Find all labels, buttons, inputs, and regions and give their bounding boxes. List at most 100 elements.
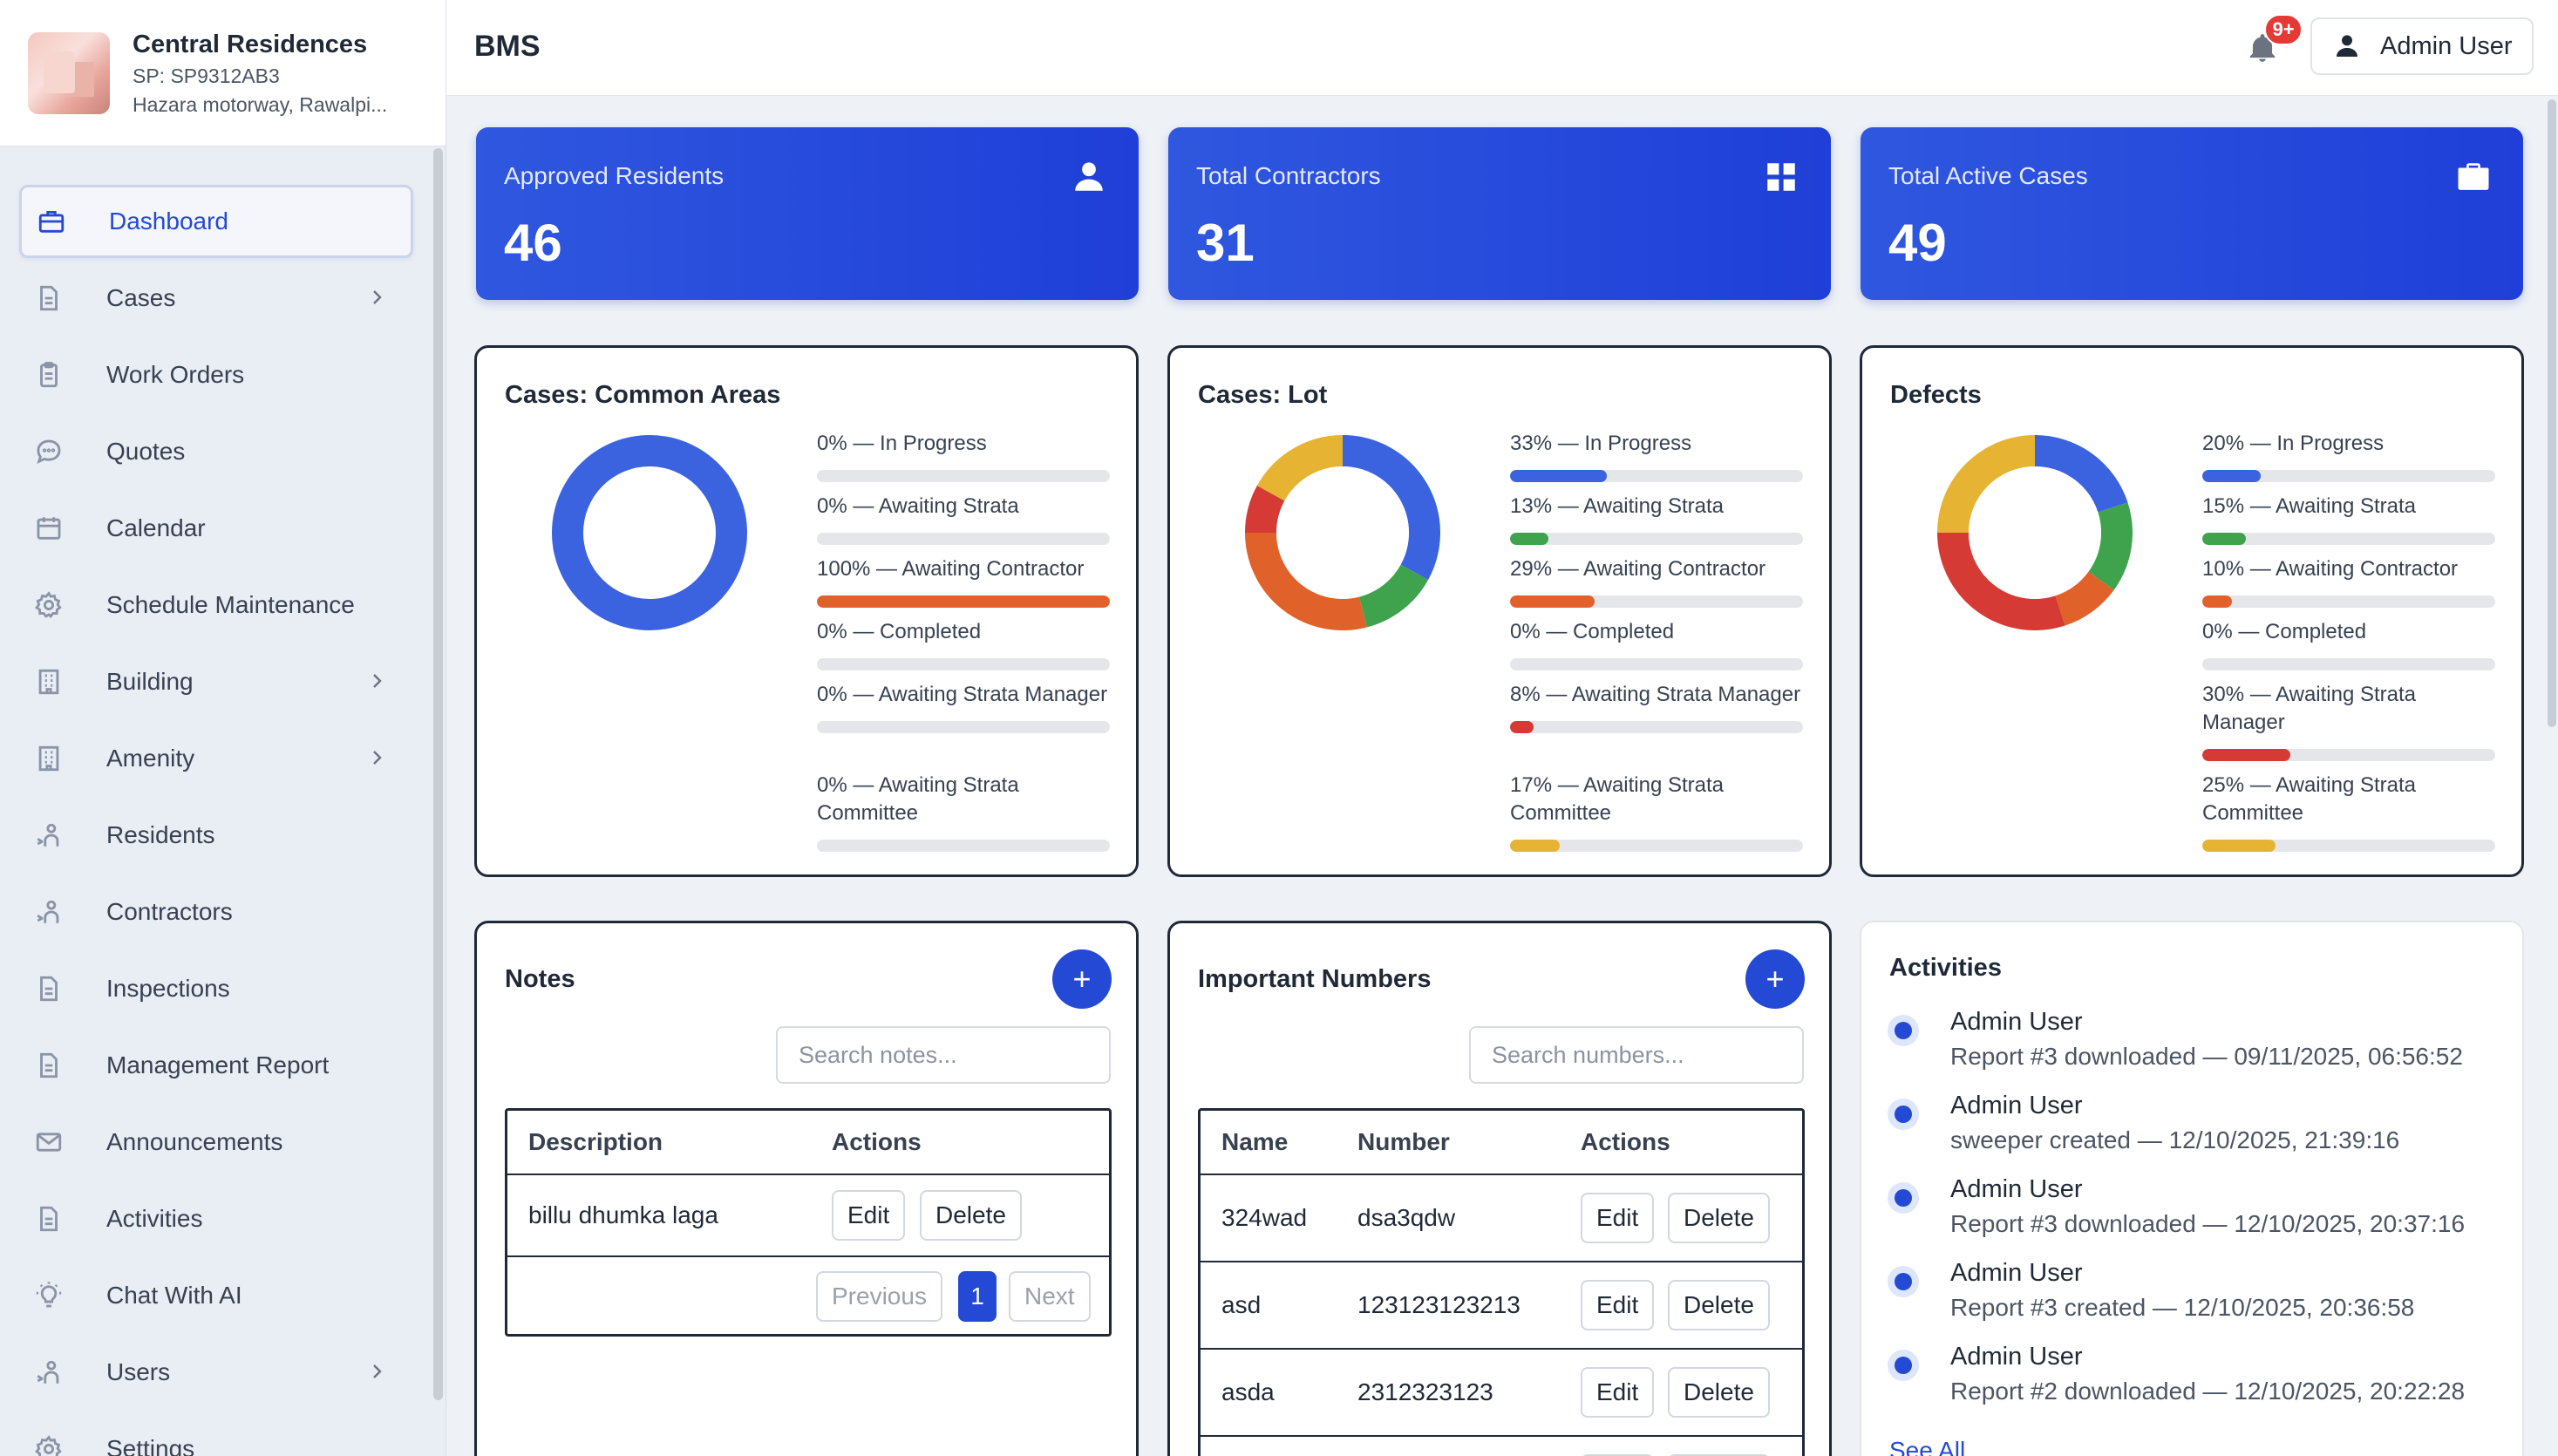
progress-track [2202, 749, 2495, 761]
number-value: 123123123213 [1357, 1291, 1521, 1318]
sidebar-item-schedule-maintenance[interactable]: Schedule Maintenance [19, 568, 413, 642]
sidebar-item-announcements[interactable]: Announcements [19, 1106, 413, 1179]
edit-button[interactable]: Edit [1581, 1280, 1655, 1330]
sidebar-item-label: Residents [106, 821, 215, 848]
edit-button[interactable]: Edit [1581, 1367, 1655, 1418]
building-name: Central Residences [133, 30, 368, 58]
sidebar-item-label: Chat With AI [106, 1282, 242, 1309]
legend-item: 0% — Completed [817, 618, 1110, 681]
sidebar-item-chat-with-ai[interactable]: Chat With AI [19, 1259, 413, 1332]
legend-item: 0% — Awaiting Strata Committee [817, 772, 1110, 862]
donut-slice [1937, 532, 2065, 630]
search-numbers-input[interactable] [1469, 1026, 1804, 1084]
stat-card-total-active-cases: Total Active Cases 49 [1861, 127, 2523, 300]
document-icon [33, 1050, 65, 1081]
sidebar-item-users[interactable]: Users [19, 1336, 413, 1409]
activity-dot-icon [1888, 1182, 1919, 1214]
sidebar-item-inspections[interactable]: Inspections [19, 952, 413, 1025]
sidebar-item-work-orders[interactable]: Work Orders [19, 338, 413, 412]
delete-button[interactable]: Delete [1668, 1193, 1770, 1243]
document-icon [33, 1203, 65, 1235]
add-note-button[interactable]: + [1052, 949, 1112, 1009]
column-header: Actions [832, 1128, 922, 1155]
sidebar-item-label: Cases [106, 284, 176, 311]
card-title: Cases: Lot [1198, 381, 1328, 409]
see-all-link[interactable]: See All [1889, 1437, 1966, 1456]
edit-button[interactable]: Edit [1581, 1193, 1655, 1243]
legend-item: 100% — Awaiting Contractor [817, 555, 1110, 618]
sidebar-item-activities[interactable]: Activities [19, 1182, 413, 1255]
sidebar-item-label: Users [106, 1358, 171, 1385]
sidebar-item-contractors[interactable]: Contractors [19, 875, 413, 949]
activity-dot-icon [1888, 1266, 1919, 1297]
lightbulb-icon [33, 1280, 65, 1311]
progress-fill [2202, 533, 2247, 545]
sidebar-item-dashboard[interactable]: Dashboard [19, 185, 413, 258]
clipboard-icon [33, 359, 65, 391]
donut-slice [1342, 435, 1440, 580]
legend-label: 15% — Awaiting Strata [2202, 494, 2417, 518]
progress-track [2202, 840, 2495, 852]
sidebar-item-settings[interactable]: Settings [19, 1412, 413, 1456]
activity-user: Admin User [1950, 1343, 2083, 1371]
delete-button[interactable]: Delete [1668, 1367, 1770, 1418]
chevron-right-icon [366, 1360, 387, 1381]
page-1-button[interactable]: 1 [958, 1271, 997, 1322]
sidebar-item-amenity[interactable]: Amenity [19, 722, 413, 795]
progress-track [817, 721, 1110, 733]
calendar-icon [33, 513, 65, 544]
sidebar: Central Residences SP: SP9312AB3 Hazara … [0, 0, 446, 1456]
main-scrollbar[interactable] [2548, 99, 2556, 727]
building-icon [33, 743, 65, 774]
legend-label: 30% — Awaiting Strata Manager [2202, 683, 2417, 734]
legend-item: 0% — Awaiting Strata Manager [817, 681, 1110, 772]
legend-label: 0% — In Progress [817, 432, 987, 455]
donut-slice [1245, 532, 1367, 630]
column-header: Actions [1581, 1128, 1670, 1155]
stat-value: 31 [1196, 214, 1255, 272]
edit-button[interactable]: Edit [832, 1190, 906, 1241]
stat-card-approved-residents: Approved Residents 46 [476, 127, 1139, 300]
next-page-button[interactable]: Next [1009, 1271, 1091, 1322]
legend-item: 0% — In Progress [817, 430, 1110, 493]
sidebar-scrollbar[interactable] [433, 148, 443, 1400]
legend-label: 0% — Awaiting Strata Committee [817, 773, 1019, 825]
progress-fill [1510, 721, 1534, 733]
sidebar-item-management-report[interactable]: Management Report [19, 1029, 413, 1102]
legend-item: 30% — Awaiting Strata Manager [2202, 681, 2495, 772]
add-number-button[interactable]: + [1745, 949, 1805, 1009]
search-notes-input[interactable] [776, 1026, 1111, 1084]
sidebar-item-building[interactable]: Building [19, 645, 413, 718]
previous-page-button[interactable]: Previous [816, 1271, 942, 1322]
legend-item: 17% — Awaiting Strata Committee [1510, 772, 1803, 862]
number-name: 324wad [1221, 1204, 1308, 1231]
legend-label: 17% — Awaiting Strata Committee [1510, 773, 1725, 825]
top-header: BMS 9+ Admin User [446, 0, 2558, 96]
notes-table: Description Actions billu dhumka laga Ed… [505, 1108, 1112, 1337]
delete-button[interactable]: Delete [920, 1190, 1022, 1241]
table-row: asd 123123123213 Edit Delete [1201, 1262, 1802, 1350]
progress-track [1510, 658, 1803, 670]
number-value: dsa3qdw [1357, 1204, 1456, 1231]
table-row: asda 2312323123 Edit Delete [1201, 1350, 1802, 1437]
progress-track [2202, 658, 2495, 670]
sidebar-item-residents[interactable]: Residents [19, 799, 413, 872]
progress-track [1510, 595, 1803, 608]
notification-badge[interactable]: 9+ [2264, 14, 2303, 45]
sidebar-item-cases[interactable]: Cases [19, 262, 413, 335]
sidebar-item-label: Management Report [106, 1051, 330, 1078]
sidebar-item-calendar[interactable]: Calendar [19, 492, 413, 565]
progress-fill [2202, 749, 2290, 761]
user-menu-button[interactable]: Admin User [2310, 17, 2534, 75]
sidebar-item-quotes[interactable]: Quotes [19, 415, 413, 488]
card-title: Defects [1890, 381, 1982, 409]
activity-description: Report #3 downloaded — 09/11/2025, 06:56… [1950, 1043, 2463, 1070]
progress-track [817, 470, 1110, 482]
progress-fill [1510, 470, 1607, 482]
legend-label: 10% — Awaiting Contractor [2202, 557, 2459, 581]
stat-value: 49 [1888, 214, 1947, 272]
legend-label: 0% — Awaiting Strata Manager [817, 683, 1108, 706]
activity-item: Admin User sweeper created — 12/10/2025, … [1888, 1092, 2489, 1175]
delete-button[interactable]: Delete [1668, 1280, 1770, 1330]
stat-value: 46 [504, 214, 562, 272]
